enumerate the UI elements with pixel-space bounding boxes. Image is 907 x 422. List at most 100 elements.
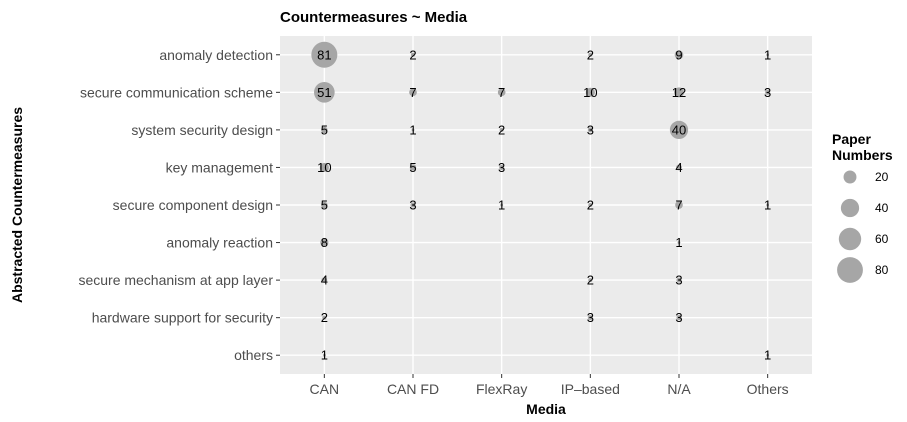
data-label: 2 <box>587 198 594 213</box>
y-tick-label: system security design <box>131 122 273 138</box>
legend-label: 40 <box>875 201 889 215</box>
data-point <box>410 52 416 57</box>
data-point <box>765 89 771 95</box>
x-axis: CAN CAN FD FlexRay IP–based N/A Others <box>310 374 789 397</box>
y-tick-label: hardware support for security <box>92 310 273 326</box>
legend-key <box>838 227 862 251</box>
data-label: 12 <box>672 85 686 100</box>
legend-title-line2: Numbers <box>832 147 893 163</box>
x-tick-label: N/A <box>667 381 691 397</box>
data-label: 9 <box>675 47 682 62</box>
legend-title-line1: Paper <box>832 131 871 147</box>
data-label: 3 <box>675 310 682 325</box>
data-label: 3 <box>498 160 505 175</box>
data-point <box>587 315 593 321</box>
data-label: 3 <box>587 122 594 137</box>
data-point <box>499 164 505 170</box>
data-label: 4 <box>321 273 328 288</box>
data-label: 1 <box>764 348 771 363</box>
data-point <box>677 241 681 244</box>
data-point <box>588 52 593 57</box>
data-label: 2 <box>409 47 416 62</box>
data-point <box>676 277 682 283</box>
data-point <box>321 201 328 209</box>
data-point <box>675 201 683 209</box>
data-label: 5 <box>321 198 328 213</box>
y-tick-label: others <box>234 347 273 363</box>
legend-label: 60 <box>875 232 889 246</box>
data-point <box>588 202 593 208</box>
data-point <box>587 127 593 133</box>
data-label: 5 <box>321 122 328 137</box>
data-point <box>676 315 682 321</box>
data-label: 51 <box>317 85 331 100</box>
x-tick-label: CAN <box>310 381 340 397</box>
data-point <box>322 353 326 357</box>
y-tick-label: secure mechanism at app layer <box>78 272 273 288</box>
data-point <box>311 41 338 68</box>
data-label: 2 <box>321 310 328 325</box>
y-axis-title: Abstracted Countermeasures <box>9 107 25 303</box>
data-label: 3 <box>675 273 682 288</box>
x-tick-label: IP–based <box>561 381 620 397</box>
data-label: 1 <box>321 348 328 363</box>
x-axis-title: Media <box>526 401 566 417</box>
data-point <box>766 53 770 57</box>
data-point <box>322 315 327 320</box>
data-point <box>314 82 335 103</box>
data-label: 2 <box>498 122 505 137</box>
data-point <box>321 126 328 134</box>
y-tick-label: anomaly detection <box>159 47 273 63</box>
data-label: 7 <box>675 198 682 213</box>
data-point <box>321 277 328 283</box>
data-point <box>319 162 329 173</box>
data-label: 7 <box>498 85 505 100</box>
x-tick-label: FlexRay <box>476 381 527 397</box>
x-tick-label: Others <box>747 381 789 397</box>
legend-key <box>840 198 860 218</box>
legend-label: 80 <box>875 263 889 277</box>
data-label: 1 <box>764 47 771 62</box>
data-point <box>674 50 684 60</box>
y-tick-label: secure component design <box>113 197 273 213</box>
x-tick-label: CAN FD <box>387 381 439 397</box>
legend-key <box>837 257 863 283</box>
data-label: 10 <box>317 160 331 175</box>
data-label: 8 <box>321 235 328 250</box>
y-axis: anomaly detection secure communication sc… <box>78 47 280 363</box>
y-tick-label: anomaly reaction <box>166 235 273 251</box>
data-point <box>410 202 416 208</box>
data-point <box>676 164 682 171</box>
data-point <box>673 87 685 98</box>
data-label: 3 <box>409 198 416 213</box>
data-label: 10 <box>583 85 597 100</box>
data-label: 1 <box>675 235 682 250</box>
legend-key <box>843 170 857 184</box>
data-label: 1 <box>764 198 771 213</box>
data-point <box>409 164 417 171</box>
y-tick-label: secure communication scheme <box>80 84 273 100</box>
data-label: 3 <box>587 310 594 325</box>
data-label: 5 <box>409 160 416 175</box>
data-point <box>497 88 506 97</box>
data-point <box>766 353 770 357</box>
data-label: 7 <box>409 85 416 100</box>
data-label: 4 <box>675 160 682 175</box>
data-label: 1 <box>498 198 505 213</box>
data-label: 40 <box>672 122 686 137</box>
legend-label: 20 <box>875 170 889 184</box>
y-tick-label: key management <box>166 159 274 175</box>
data-point <box>499 127 504 132</box>
data-label: 81 <box>317 47 331 62</box>
data-label: 1 <box>409 122 416 137</box>
data-label: 2 <box>587 273 594 288</box>
data-point <box>320 238 329 247</box>
data-point <box>588 278 593 283</box>
chart-title: Countermeasures ~ Media <box>280 9 468 26</box>
size-legend: Paper Numbers 20 40 60 80 <box>832 131 893 283</box>
data-point <box>411 128 415 132</box>
data-label: 2 <box>587 47 594 62</box>
data-point <box>500 203 504 207</box>
